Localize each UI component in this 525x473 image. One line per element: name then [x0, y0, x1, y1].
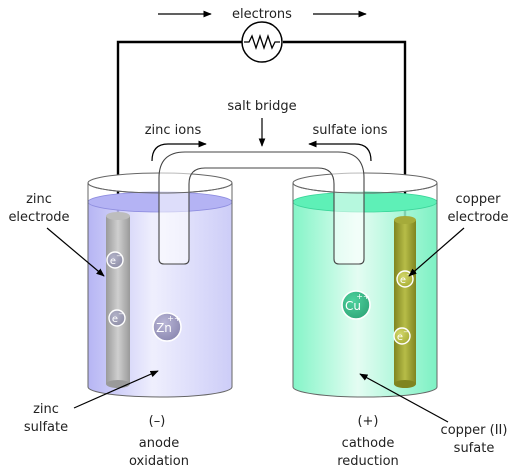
- zinc-electrode: e − e −: [106, 212, 130, 388]
- cathode-label: cathode: [342, 436, 395, 451]
- zinc-sulfate-label-line2: sulfate: [24, 420, 68, 435]
- zinc-ions-arrow: [151, 140, 207, 162]
- electron-on-zinc-2: e −: [108, 309, 126, 327]
- salt-bridge-label: salt bridge: [227, 99, 296, 114]
- electron-symbol: e: [400, 275, 406, 286]
- copper-ion-charge: ++: [356, 292, 369, 301]
- electron-charge: −: [118, 310, 124, 318]
- left-beaker-rim-front: [87, 182, 233, 194]
- sulfate-ions-label: sulfate ions: [313, 123, 388, 138]
- electron-charge: −: [116, 252, 122, 260]
- reduction-label: reduction: [337, 454, 399, 469]
- copper-sulfate-label-line1: copper (II): [441, 423, 508, 438]
- copper-electrode-label-line2: electrode: [447, 210, 508, 225]
- salt-bridge-tube: [158, 151, 365, 265]
- salt-bridge: [158, 151, 365, 265]
- resistor-zigzag-icon: [244, 33, 280, 51]
- zinc-electrode-pointer: [46, 227, 105, 277]
- right-solution-surface: [292, 191, 438, 213]
- copper-sulfate-label-line2: sufate: [454, 441, 495, 456]
- zinc-rod-top: [106, 212, 130, 220]
- copper-electrode: e − e −: [393, 216, 416, 388]
- copper-sulfate-pointer: [359, 373, 449, 423]
- copper-electrode-pointer: [408, 227, 465, 277]
- left-beaker-bottom: [87, 386, 233, 398]
- zinc-electrode-label-line1: zinc: [26, 192, 52, 207]
- right-beaker-bottom: [292, 386, 438, 398]
- zinc-ion-charge: ++: [167, 314, 180, 323]
- zinc-rod: [106, 216, 130, 384]
- zinc-ions-label: zinc ions: [145, 123, 202, 138]
- external-circuit: [116, 21, 407, 222]
- copper-electrode-label-line1: copper: [456, 192, 502, 207]
- electron-charge: −: [403, 328, 409, 336]
- copper-rod-top: [394, 216, 416, 224]
- zinc-electrode-label-line2: electrode: [8, 210, 69, 225]
- electron-on-copper-2: e −: [393, 327, 411, 345]
- wire-left: [116, 40, 242, 222]
- anode-label: anode: [139, 436, 179, 451]
- electron-symbol: e: [110, 256, 116, 267]
- copper-ion: Cu ++: [341, 290, 371, 320]
- electron-symbol: e: [397, 332, 403, 343]
- electron-on-copper-1: e −: [396, 270, 414, 288]
- zinc-ion-symbol: Zn: [156, 321, 172, 335]
- electron-flow-header: electrons: [158, 7, 367, 22]
- electron-on-zinc-1: e −: [106, 251, 124, 269]
- electrons-label: electrons: [232, 7, 292, 22]
- oxidation-label: oxidation: [129, 454, 189, 469]
- zinc-sulfate-pointer: [73, 370, 159, 409]
- anode-sign: (–): [149, 414, 166, 429]
- copper-ion-symbol: Cu: [345, 299, 361, 313]
- zinc-sulfate-label-line1: zinc: [33, 402, 59, 417]
- electron-symbol: e: [112, 314, 118, 325]
- copper-rod: [394, 220, 416, 384]
- right-beaker-rim-front: [292, 182, 438, 194]
- sulfate-ions-arrow: [308, 140, 372, 162]
- wire-right: [283, 40, 407, 222]
- electron-charge: −: [406, 271, 412, 279]
- zinc-ion: Zn ++: [152, 312, 182, 342]
- cathode-sign: (+): [357, 414, 378, 429]
- zinc-rod-bottom: [106, 380, 130, 388]
- copper-rod-bottom: [394, 380, 416, 388]
